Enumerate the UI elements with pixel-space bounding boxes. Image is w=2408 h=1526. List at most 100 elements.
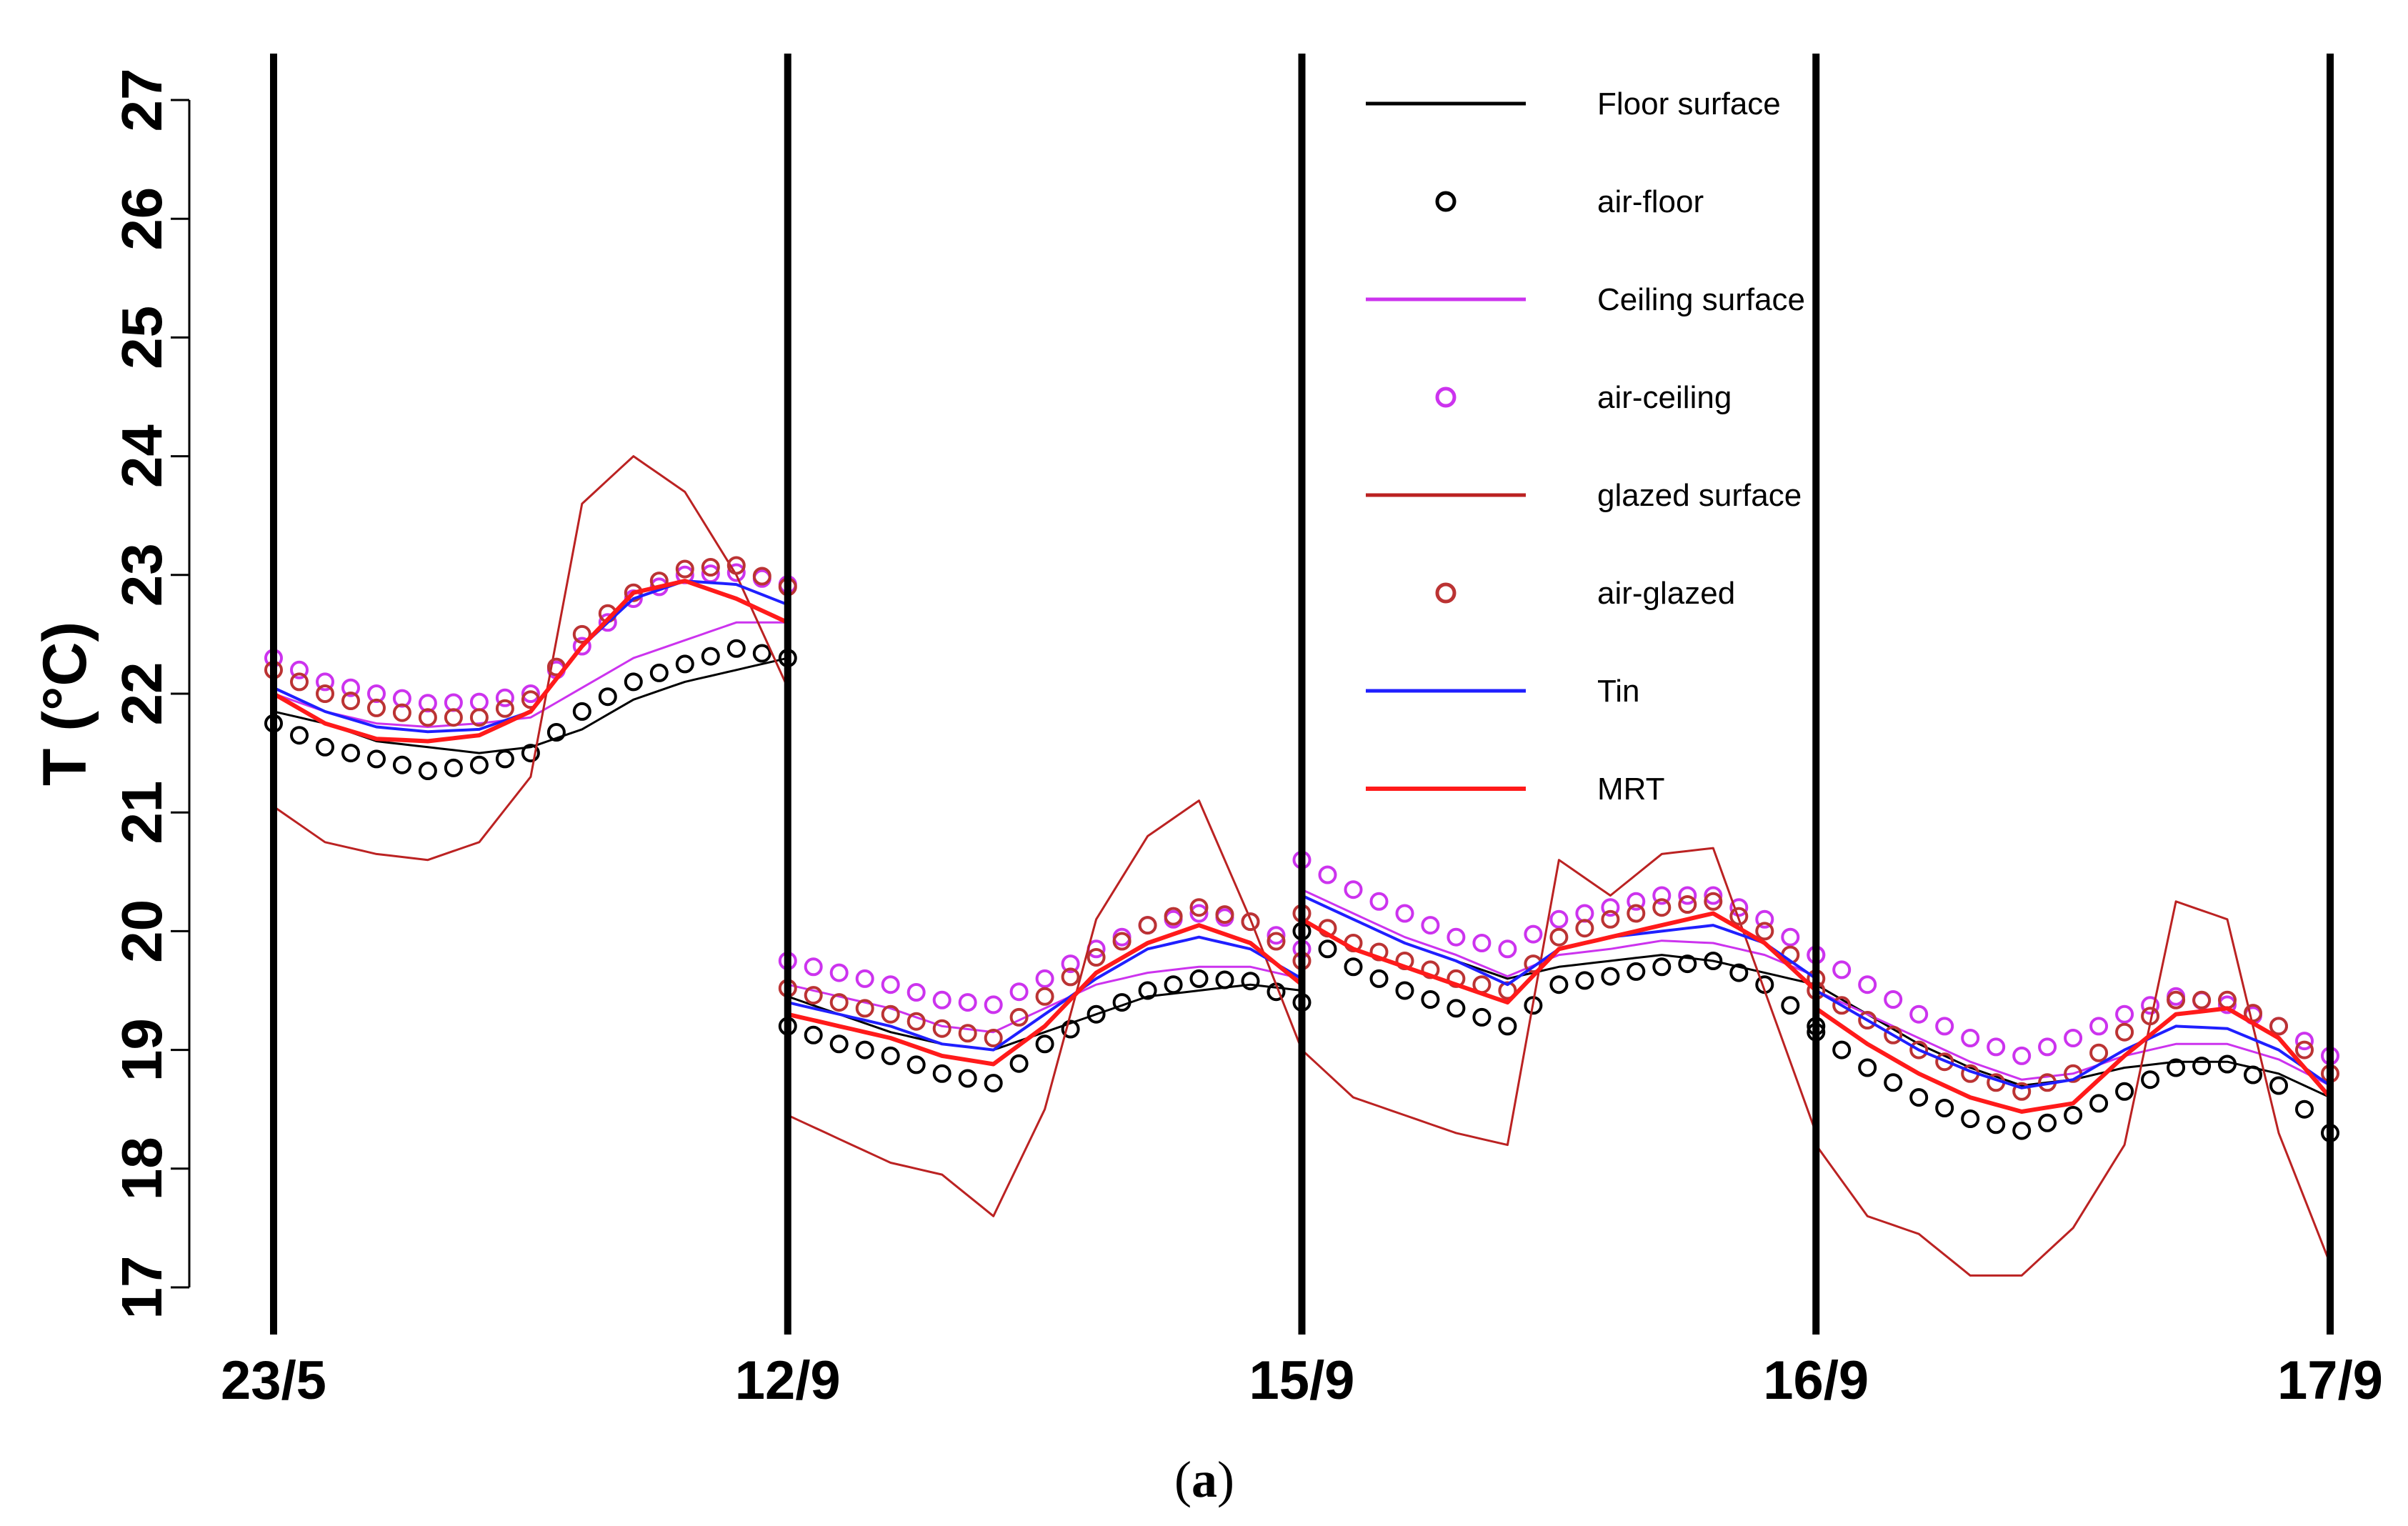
air-floor-point <box>1112 993 1131 1012</box>
air-glazed-point <box>1112 932 1131 951</box>
air-ceiling-point <box>1704 886 1723 905</box>
air-glazed-point <box>932 1019 951 1038</box>
air-ceiling-point <box>341 678 360 697</box>
legend-label-tin: Tin <box>1597 674 1640 709</box>
air-glazed-point <box>1627 904 1646 923</box>
x-tick-label: 23/5 <box>221 1350 326 1411</box>
air-floor-point <box>2064 1106 2083 1124</box>
air-glazed-point <box>572 624 591 644</box>
air-ceiling-point <box>1909 1004 1929 1024</box>
air-ceiling-point <box>1652 886 1672 905</box>
air-ceiling-point <box>881 975 900 994</box>
air-ceiling-point <box>1035 969 1054 988</box>
y-tick-label: 22 <box>110 662 174 726</box>
air-glazed-point <box>675 559 694 579</box>
air-floor-point <box>1961 1109 1980 1128</box>
air-ceiling-point <box>1498 939 1517 959</box>
air-ceiling-point <box>1369 892 1389 911</box>
air-glazed-point <box>2089 1043 2109 1062</box>
air-floor-point <box>958 1069 977 1088</box>
y-tick-label: 25 <box>110 306 174 369</box>
floor-surface-line-segment <box>786 983 1303 1052</box>
air-glazed-point <box>906 1012 926 1031</box>
mrt-line-segment <box>785 923 1304 1067</box>
air-floor-point <box>1318 939 1337 959</box>
air-glazed-point <box>1164 907 1183 926</box>
tin-line-segment <box>1814 989 2332 1089</box>
air-glazed-point <box>701 558 720 577</box>
air-floor-point <box>367 749 386 769</box>
air-floor-point <box>855 1040 874 1059</box>
air-ceiling-point <box>1009 982 1029 1002</box>
glazed-surface-line-segment <box>1301 847 1817 1147</box>
air-ceiling-point <box>1344 880 1363 899</box>
air-floor-point <box>290 726 309 745</box>
tin-line-segment <box>786 935 1304 1052</box>
air-floor-point <box>1395 981 1414 1000</box>
air-ceiling-point <box>958 993 977 1012</box>
air-floor-point <box>1729 963 1749 982</box>
air-floor-point <box>572 702 591 721</box>
y-tick-label: 18 <box>110 1137 174 1200</box>
air-ceiling-point <box>1858 975 1877 994</box>
air-floor-point <box>932 1064 951 1083</box>
air-floor-point <box>1344 957 1363 977</box>
legend-label-floor-surface: Floor surface <box>1597 86 1781 121</box>
x-tick-label: 12/9 <box>735 1350 841 1411</box>
air-floor-point <box>2115 1082 2134 1101</box>
ceiling-surface-line-segment <box>786 965 1303 1034</box>
air-glazed-point <box>1755 922 1774 941</box>
y-tick-label: 26 <box>110 187 174 251</box>
ceiling-surface-line-segment <box>1301 888 1817 978</box>
legend-label-ceiling-surface: Ceiling surface <box>1597 282 1805 317</box>
air-glazed-point <box>726 556 746 575</box>
air-floor-point <box>1421 990 1440 1009</box>
air-ceiling-point <box>2295 1032 2314 1051</box>
air-glazed-point <box>2115 1022 2134 1042</box>
air-floor-point <box>1009 1054 1029 1073</box>
air-floor-point <box>521 744 540 763</box>
air-ceiling-point <box>1961 1029 1980 1047</box>
air-ceiling-point <box>1755 909 1774 929</box>
ceiling-surface-line-segment <box>1814 989 2332 1087</box>
air-floor-point <box>804 1025 823 1044</box>
air-glazed-point <box>392 703 411 722</box>
air-floor-point <box>2192 1057 2212 1075</box>
air-glazed-point <box>1189 898 1209 917</box>
air-glazed-point <box>1704 892 1723 911</box>
air-ceiling-point <box>521 684 540 703</box>
air-floor-point <box>881 1046 900 1065</box>
air-ceiling-point <box>2038 1037 2057 1057</box>
air-ceiling-point <box>1884 990 1903 1009</box>
air-glazed-point <box>1549 927 1569 947</box>
air-ceiling-point <box>906 983 926 1002</box>
air-floor-point <box>984 1074 1003 1093</box>
air-glazed-point <box>2167 990 2186 1009</box>
air-glazed-point <box>2012 1082 2032 1101</box>
air-floor-point <box>1704 952 1723 970</box>
air-glazed-point <box>418 708 437 727</box>
air-ceiling-point <box>1318 865 1337 884</box>
air-floor-point <box>546 723 566 742</box>
air-glazed-point <box>2269 1017 2288 1036</box>
air-glazed-point <box>1215 905 1234 924</box>
air-floor-point <box>444 758 463 777</box>
legend-swatch-air-ceiling <box>1435 387 1457 408</box>
y-tick-label: 20 <box>110 899 174 963</box>
air-floor-point <box>392 755 411 774</box>
y-tick-label: 24 <box>110 424 174 488</box>
day-dividers <box>270 54 2334 1335</box>
air-floor-point <box>726 639 746 658</box>
air-floor-point <box>598 687 617 707</box>
air-glazed-point <box>469 708 489 727</box>
legend-swatch-air-glazed <box>1435 582 1457 604</box>
caption-label: a <box>1191 1451 1217 1508</box>
air-floor-point <box>624 672 643 692</box>
mrt-line-segment <box>271 579 790 744</box>
air-glazed-point <box>367 698 386 717</box>
series-air-ceiling <box>264 563 2339 1065</box>
air-glazed-point <box>804 986 823 1005</box>
air-floor-point <box>1884 1073 1903 1092</box>
air-glazed-point <box>2141 1007 2160 1026</box>
air-glazed-point <box>1652 898 1672 917</box>
